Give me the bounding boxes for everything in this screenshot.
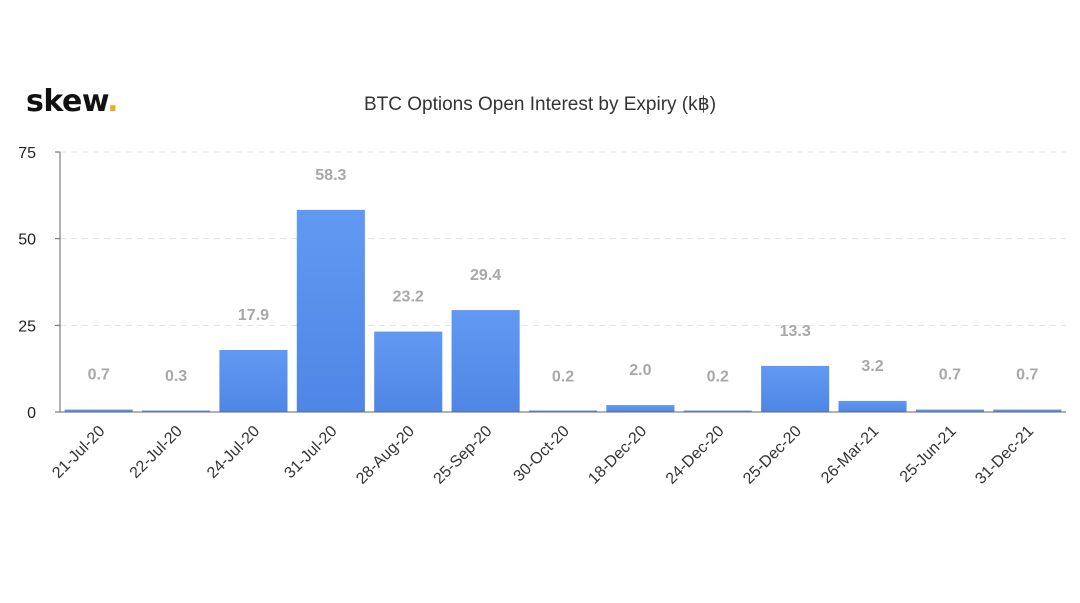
bar <box>374 331 443 412</box>
bar <box>528 410 598 412</box>
bar <box>993 409 1062 412</box>
x-tick-label: 25-Sep-20 <box>431 423 496 488</box>
bar <box>761 365 830 412</box>
logo-text: skew <box>26 84 108 119</box>
data-label: 0.2 <box>552 368 574 385</box>
bar <box>838 400 907 412</box>
data-label: 2.0 <box>629 362 651 379</box>
x-tick-label: 21-Jul-20 <box>49 423 108 482</box>
skew-logo: skew. <box>26 84 119 119</box>
logo-dot: . <box>107 84 119 119</box>
y-tick-label: 25 <box>18 318 36 335</box>
x-tick-label: 25-Jun-21 <box>897 423 960 486</box>
x-tick-label: 31-Dec-21 <box>972 423 1037 488</box>
x-tick-label: 22-Jul-20 <box>127 423 186 482</box>
gridlines <box>60 151 1066 326</box>
x-tick-label: 28-Aug-20 <box>353 423 418 488</box>
data-label: 3.2 <box>861 358 883 375</box>
data-label: 17.9 <box>238 307 269 324</box>
bars <box>64 209 1062 412</box>
x-tick-label: 18-Dec-20 <box>585 423 650 488</box>
bar <box>915 409 984 412</box>
bar <box>606 405 675 412</box>
x-tick-label: 24-Dec-20 <box>663 423 728 488</box>
data-label: 58.3 <box>315 167 346 184</box>
bar <box>451 310 520 412</box>
data-label: 29.4 <box>470 267 501 284</box>
data-label: 23.2 <box>393 289 424 306</box>
x-tick-label: 26-Mar-21 <box>818 423 882 487</box>
x-tick-label: 30-Oct-20 <box>511 423 573 485</box>
x-tick-label: 25-Dec-20 <box>740 423 805 488</box>
bar <box>142 410 211 412</box>
x-tick-label: 31-Jul-20 <box>281 423 340 482</box>
y-tick-label: 50 <box>18 232 36 249</box>
data-label: 0.7 <box>939 367 961 384</box>
x-tick-label: 24-Jul-20 <box>204 423 263 482</box>
data-label: 0.2 <box>707 368 729 385</box>
data-label: 0.3 <box>165 368 187 385</box>
data-labels: 0.7 0.3 17.9 58.3 23.2 29.4 0.2 2.0 0.2 13.3 3.2 0.… <box>88 167 1039 385</box>
bar <box>64 409 133 412</box>
y-tick-label: 0 <box>27 405 36 422</box>
bar <box>219 349 288 412</box>
axes: 0 25 50 75 21-Jul-20 22-Jul-20 24-Jul-20 31-Jul… <box>18 145 1066 488</box>
chart-title: BTC Options Open Interest by Expiry (k฿) <box>363 94 717 115</box>
data-label: 13.3 <box>780 323 811 340</box>
y-tick-label: 75 <box>18 145 36 162</box>
data-label: 0.7 <box>88 367 110 384</box>
bar <box>296 209 365 412</box>
data-label: 0.7 <box>1016 367 1038 384</box>
bar <box>683 410 752 412</box>
